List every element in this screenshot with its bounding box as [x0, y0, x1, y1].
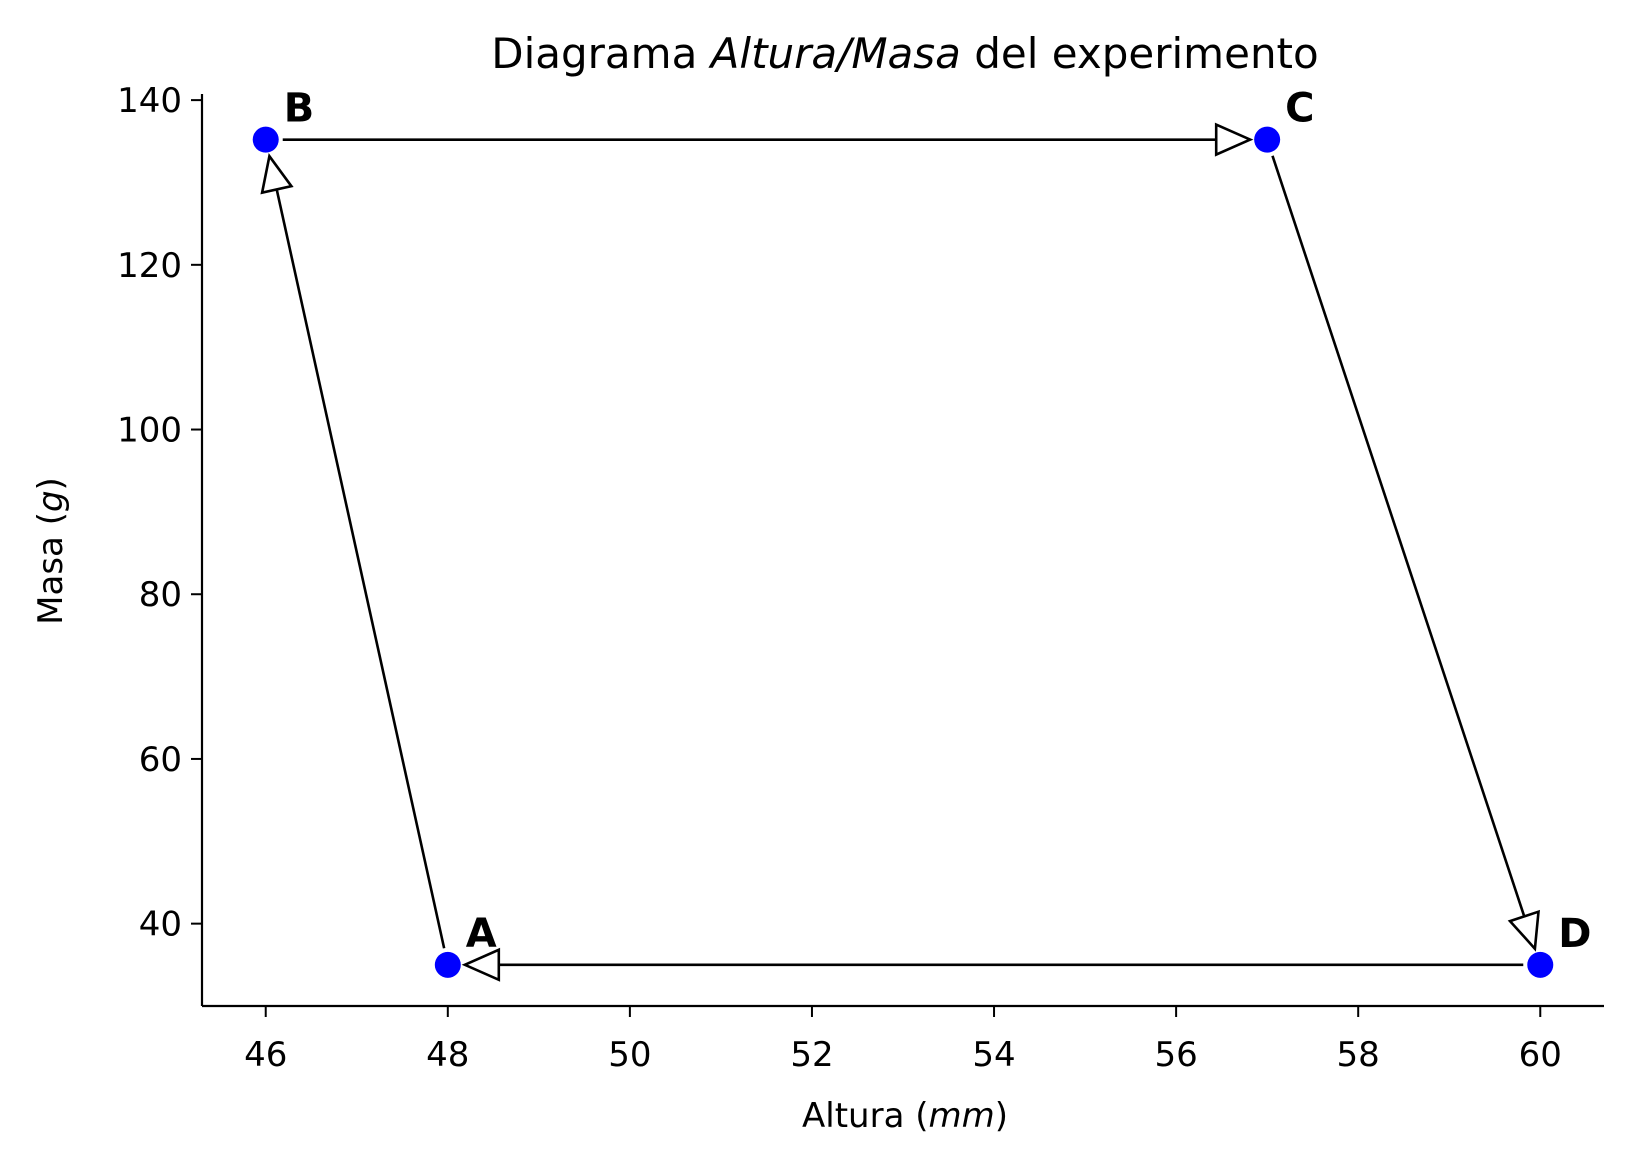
point-D: [1527, 951, 1554, 978]
x-tick-label: 56: [1154, 1035, 1197, 1075]
point-label-A: A: [466, 911, 497, 957]
data-points: [252, 126, 1554, 978]
y-tick-label: 120: [117, 246, 182, 286]
x-tick-label: 60: [1519, 1035, 1562, 1075]
arrow-head-A-B: [260, 153, 294, 195]
point-A: [434, 951, 461, 978]
point-label-C: C: [1285, 86, 1314, 132]
point-label-B: B: [284, 86, 315, 132]
x-tick-label: 52: [790, 1035, 833, 1075]
x-tick-label: 54: [972, 1035, 1015, 1075]
y-tick-label: 140: [117, 81, 182, 121]
y-axis-ticks: 40 60 80 100 120 140: [117, 81, 202, 945]
chart-title-prefix: Diagrama: [491, 29, 710, 78]
x-tick-label: 58: [1337, 1035, 1380, 1075]
chart-title-italic: Altura/Masa: [708, 29, 961, 78]
arrow-shaft-C-D: [1271, 155, 1526, 917]
arrow-head-B-C: [1214, 122, 1254, 157]
x-axis-label-suffix: ): [995, 1096, 1008, 1136]
point-B: [252, 126, 279, 153]
x-axis-label-prefix: Altura (: [802, 1096, 928, 1136]
arrows: [260, 122, 1540, 982]
y-axis-label: Masa (g): [31, 477, 71, 625]
x-axis-label: Altura (mm): [802, 1096, 1008, 1136]
point-label-D: D: [1558, 911, 1591, 957]
chart-title-suffix: del experimento: [961, 29, 1319, 78]
x-tick-label: 48: [426, 1035, 469, 1075]
x-axis-label-italic: mm: [928, 1096, 994, 1136]
arrow-head-C-D: [1507, 909, 1540, 952]
arrow-shaft-A-B: [275, 189, 446, 949]
arrow-head-D-A: [461, 947, 501, 982]
point-labels: A B C D: [284, 86, 1592, 957]
y-tick-label: 80: [139, 575, 182, 615]
x-tick-label: 50: [608, 1035, 651, 1075]
y-axis-label-suffix: ): [31, 477, 71, 490]
y-axis-label-prefix: Masa (: [31, 512, 71, 625]
x-tick-label: 46: [244, 1035, 287, 1075]
y-tick-label: 100: [117, 411, 182, 451]
y-tick-label: 60: [139, 740, 182, 780]
y-axis-label-italic: g: [31, 490, 71, 512]
y-tick-label: 40: [139, 905, 182, 945]
point-C: [1254, 126, 1281, 153]
axes: [200, 94, 1604, 1008]
x-axis-ticks: 46 48 50 52 54 56 58 60: [244, 1006, 1562, 1075]
chart-title: Diagrama Altura/Masa del experimento: [491, 29, 1318, 78]
